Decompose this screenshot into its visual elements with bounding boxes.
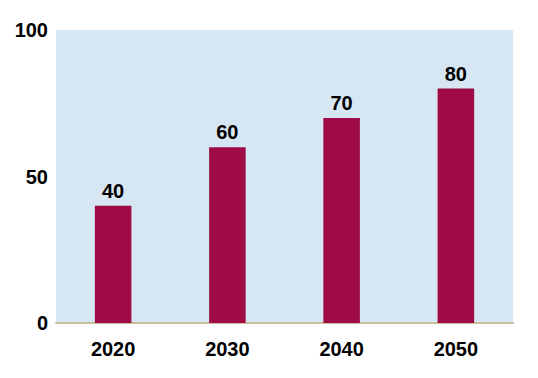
svg-text:0: 0 — [37, 312, 48, 334]
svg-text:2040: 2040 — [319, 338, 364, 360]
svg-text:2020: 2020 — [91, 338, 136, 360]
svg-text:2050: 2050 — [434, 338, 479, 360]
svg-text:80: 80 — [445, 63, 467, 85]
svg-text:50: 50 — [26, 166, 48, 188]
svg-text:70: 70 — [331, 92, 353, 114]
svg-text:100: 100 — [15, 19, 48, 41]
svg-text:40: 40 — [102, 180, 124, 202]
svg-text:60: 60 — [216, 121, 238, 143]
svg-text:2030: 2030 — [205, 338, 250, 360]
